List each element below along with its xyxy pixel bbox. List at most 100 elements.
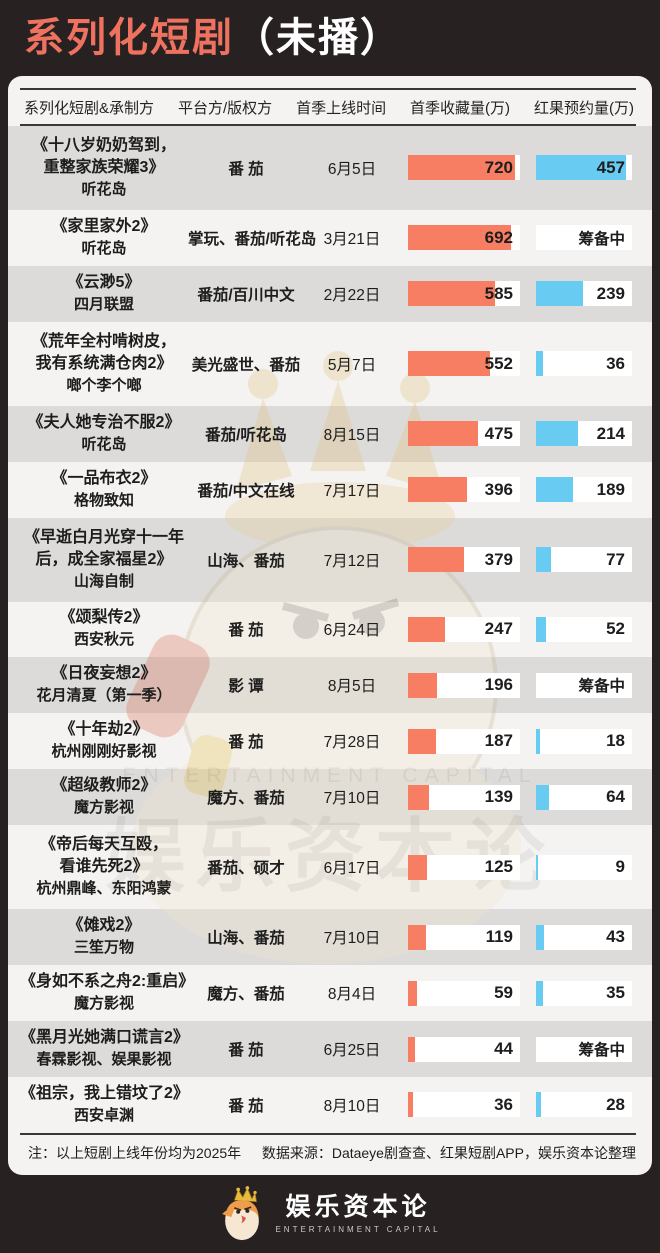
- reservations-bar-fill: [536, 281, 583, 307]
- drama-cell: 《帝后每天互殴， 看谁先死2》 杭州鼎峰、东阳鸿蒙: [20, 834, 188, 900]
- favorites-value: 44: [494, 1039, 513, 1059]
- producer-name: 花月清夏（第一季）: [36, 687, 172, 705]
- reservations-value: 64: [606, 787, 625, 807]
- drama-title: 《帝后每天互殴， 看谁先死2》: [39, 836, 168, 876]
- favorites-cell: 196: [400, 672, 528, 698]
- reservations-value: 18: [606, 731, 625, 751]
- favorites-cell: 187: [400, 728, 528, 754]
- launch-date: 7月10日: [323, 790, 381, 808]
- reservations-value: 筹备中: [578, 230, 625, 248]
- drama-cell: 《早逝白月光穿十一年 后，成全家福星2》 山海自制: [20, 527, 188, 593]
- launch-date: 6月25日: [323, 1042, 381, 1060]
- platform-name: 番 茄: [228, 734, 264, 752]
- reservations-cell: 9: [528, 854, 640, 880]
- table-row: 《云渺5》 四月联盟 番茄/百川中文 2月22日 585 239: [8, 265, 652, 322]
- reservations-bar-track: 214: [536, 421, 632, 447]
- page-title-main: 系列化短剧: [24, 16, 234, 60]
- reservations-cell: 239: [528, 281, 640, 307]
- table-row: 《帝后每天互殴， 看谁先死2》 杭州鼎峰、东阳鸿蒙 番茄、硕才 6月17日 12…: [8, 825, 652, 909]
- favorites-bar-track: 36: [408, 1092, 520, 1118]
- reservations-bar-fill: [536, 980, 543, 1006]
- favorites-bar-fill: [408, 854, 427, 880]
- reservations-cell: 28: [528, 1092, 640, 1118]
- producer-name: 春霖影视、娱果影视: [36, 1051, 172, 1069]
- drama-title: 《傩戏2》: [67, 917, 141, 935]
- drama-title: 《一品布衣2》: [51, 469, 157, 487]
- drama-cell: 《黑月光她满口谎言2》 春霖影视、娱果影视: [20, 1027, 189, 1071]
- favorites-bar-fill: [408, 616, 445, 642]
- platform-name: 影 谭: [228, 678, 264, 696]
- reservations-bar-fill: [536, 728, 540, 754]
- table-row: 《荒年全村啃树皮， 我有系统满仓肉2》 啷个李个啷 美光盛世、番茄 5月7日 5…: [8, 322, 652, 406]
- column-header-favorites: 首季收藏量(万): [410, 99, 511, 117]
- producer-name: 啷个李个啷: [66, 376, 142, 394]
- reservations-cell: 43: [528, 924, 640, 950]
- drama-title: 《夫人她专治不服2》: [27, 413, 181, 431]
- platform-name: 美光盛世、番茄: [191, 356, 301, 374]
- table-row: 《家里家外2》 听花岛 掌玩、番茄/听花岛 3月21日 692 筹备中: [8, 210, 652, 266]
- favorites-bar-track: 59: [408, 980, 520, 1006]
- favorites-bar-fill: [408, 225, 511, 251]
- drama-title: 《十年劫2》: [59, 721, 149, 739]
- top-divider: [20, 88, 636, 90]
- favorites-bar-fill: [408, 421, 479, 447]
- favorites-value: 475: [484, 423, 513, 443]
- reservations-cell: 35: [528, 980, 640, 1006]
- favorites-cell: 585: [400, 281, 528, 307]
- drama-cell: 《夫人她专治不服2》 听花岛: [20, 412, 188, 456]
- favorites-cell: 44: [400, 1036, 528, 1062]
- favorites-value: 552: [484, 353, 513, 373]
- table-row: 《早逝白月光穿十一年 后，成全家福星2》 山海自制 山海、番茄 7月12日 37…: [8, 517, 652, 602]
- reservations-cell: 52: [528, 616, 640, 642]
- reservations-bar-track: 43: [536, 924, 632, 950]
- reservations-bar-track: 9: [536, 854, 632, 880]
- drama-cell: 《祖宗，我上错坟了2》 西安卓渊: [20, 1083, 189, 1127]
- reservations-bar-track: 筹备中: [536, 672, 632, 698]
- drama-title: 《日夜妄想2》: [51, 665, 157, 683]
- drama-title: 《黑月光她满口谎言2》: [20, 1029, 189, 1047]
- favorites-value: 379: [484, 549, 513, 569]
- bottom-divider: [20, 1133, 636, 1135]
- drama-cell: 《荒年全村啃树皮， 我有系统满仓肉2》 啷个李个啷: [20, 331, 188, 397]
- table-row: 《颂梨传2》 西安秋元 番 茄 6月24日 247 52: [8, 602, 652, 658]
- reservations-cell: 77: [528, 547, 640, 573]
- table-row: 《日夜妄想2》 花月清夏（第一季） 影 谭 8月5日 196 筹备中: [8, 657, 652, 714]
- favorites-value: 585: [484, 283, 513, 303]
- drama-cell: 《日夜妄想2》 花月清夏（第一季）: [20, 663, 188, 707]
- drama-title: 《颂梨传2》: [59, 609, 149, 627]
- favorites-bar-fill: [408, 477, 467, 503]
- drama-title: 《祖宗，我上错坟了2》: [20, 1084, 189, 1102]
- platform-name: 番茄、硕才: [207, 860, 285, 878]
- reservations-bar-track: 36: [536, 351, 632, 377]
- reservations-cell: 筹备中: [528, 1036, 640, 1062]
- drama-title: 《身如不系之舟2:重启》: [20, 973, 195, 991]
- favorites-value: 36: [494, 1094, 513, 1114]
- favorites-bar-fill: [408, 281, 495, 307]
- favorites-bar-track: 379: [408, 547, 520, 573]
- favorites-bar-track: 139: [408, 784, 520, 810]
- table-row: 《超级教师2》 魔方影视 魔方、番茄 7月10日 139 64: [8, 769, 652, 826]
- launch-date: 3月21日: [323, 230, 381, 248]
- drama-title: 《荒年全村啃树皮， 我有系统满仓肉2》: [31, 332, 176, 372]
- favorites-bar-track: 119: [408, 924, 520, 950]
- producer-name: 山海自制: [73, 572, 134, 590]
- launch-date: 8月5日: [327, 678, 377, 696]
- drama-title: 《超级教师2》: [51, 777, 157, 795]
- producer-name: 三笙万物: [73, 939, 134, 957]
- reservations-bar-track: 筹备中: [536, 1036, 632, 1062]
- drama-cell: 《颂梨传2》 西安秋元: [20, 607, 188, 651]
- column-header-reservations: 红果预约量(万): [533, 99, 634, 117]
- platform-name: 番 茄: [228, 1097, 264, 1115]
- favorites-value: 692: [484, 227, 513, 247]
- table-row: 《祖宗，我上错坟了2》 西安卓渊 番 茄 8月10日 36 28: [8, 1077, 652, 1133]
- launch-date: 8月10日: [323, 1097, 381, 1115]
- reservations-cell: 214: [528, 421, 640, 447]
- reservations-bar-fill: [536, 477, 574, 503]
- favorites-bar-track: 552: [408, 351, 520, 377]
- favorites-bar-fill: [408, 1092, 414, 1118]
- drama-title: 《家里家外2》: [51, 217, 157, 235]
- favorites-value: 720: [484, 157, 513, 177]
- favorites-bar-fill: [408, 924, 426, 950]
- table-row: 《十八岁奶奶驾到， 重整家族荣耀3》 听花岛 番 茄 6月5日 720 457: [8, 126, 652, 210]
